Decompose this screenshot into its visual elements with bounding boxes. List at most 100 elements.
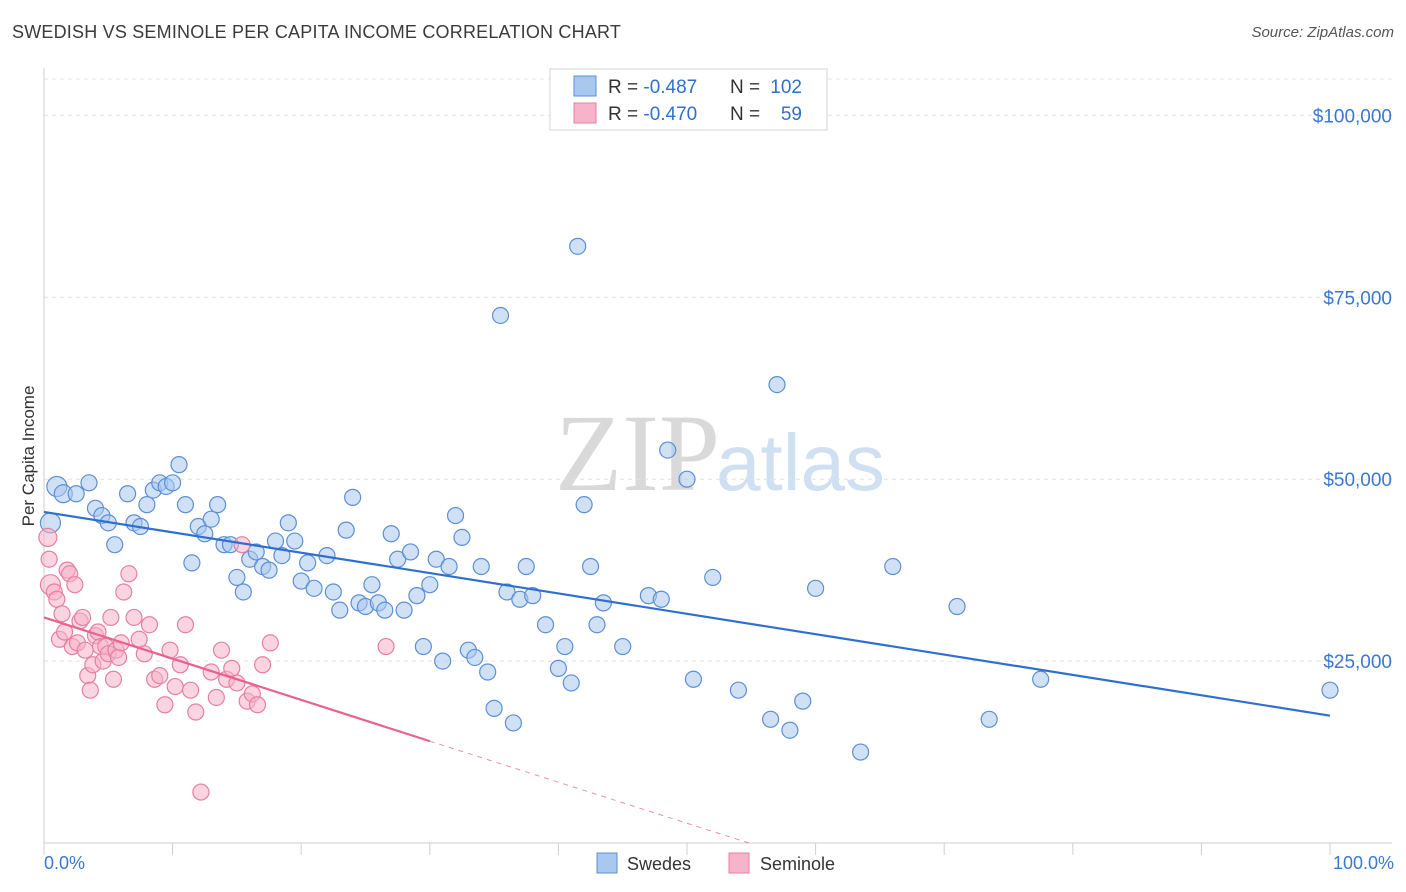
swedes-point bbox=[581, 557, 600, 576]
seminole-point bbox=[102, 608, 120, 627]
y-tick-label: $75,000 bbox=[1323, 288, 1392, 309]
seminole-point bbox=[125, 608, 143, 627]
seminole-point bbox=[212, 641, 231, 659]
svg-text:N =: N = bbox=[730, 77, 760, 98]
svg-text:N =: N = bbox=[730, 104, 760, 125]
seminole-point bbox=[104, 670, 123, 688]
bottom-swatch-seminole bbox=[728, 852, 750, 874]
y-tick-labels: $25,000 $50,000 $75,000 $100,000 bbox=[1313, 106, 1392, 673]
swedes-point bbox=[247, 543, 265, 561]
seminole-point bbox=[223, 659, 241, 677]
swedes-point bbox=[408, 587, 426, 605]
seminole-point bbox=[192, 783, 210, 801]
swedes-point bbox=[234, 583, 252, 601]
swedes-point bbox=[768, 376, 786, 394]
swedes-point bbox=[279, 514, 297, 532]
watermark-atlas: atlas bbox=[716, 418, 885, 507]
legend-swatch-swedes bbox=[573, 75, 597, 97]
swedes-point bbox=[569, 237, 587, 255]
swedes-point bbox=[67, 485, 85, 503]
swedes-point bbox=[414, 637, 432, 656]
swedes-point bbox=[575, 496, 593, 514]
chart-title: SWEDISH VS SEMINOLE PER CAPITA INCOME CO… bbox=[12, 22, 622, 42]
swedes-point bbox=[228, 568, 246, 587]
watermark-zip: ZIP bbox=[555, 392, 720, 514]
axes bbox=[43, 68, 1392, 855]
swedes-point bbox=[324, 583, 342, 601]
legend-n-value-swedes: 102 bbox=[770, 77, 802, 98]
swedes-point bbox=[549, 659, 568, 677]
seminole-point bbox=[53, 605, 71, 623]
seminole-point bbox=[182, 681, 200, 699]
swedes-point bbox=[427, 550, 445, 568]
seminole-point bbox=[48, 590, 66, 608]
swedes-point bbox=[852, 743, 870, 761]
swedes-point bbox=[485, 699, 503, 717]
swedes-point bbox=[1032, 670, 1050, 688]
swedes-point bbox=[453, 528, 471, 547]
seminole-point bbox=[120, 565, 138, 583]
legend-n-value-seminole: 59 bbox=[781, 104, 802, 125]
swedes-point bbox=[504, 714, 522, 732]
swedes-point bbox=[202, 510, 220, 528]
legend-r-value-seminole: -0.470 bbox=[643, 104, 697, 125]
swedes-point bbox=[652, 590, 670, 608]
swedes-point bbox=[498, 583, 516, 601]
seminole-point bbox=[254, 656, 272, 674]
bottom-legend-swedes: Swedes bbox=[627, 854, 691, 874]
seminole-point bbox=[187, 703, 205, 721]
swedes-points bbox=[39, 237, 1339, 761]
seminole-point bbox=[40, 550, 58, 568]
swedes-point bbox=[118, 485, 137, 503]
seminole-point bbox=[248, 696, 267, 714]
swedes-point bbox=[761, 710, 780, 728]
correlation-legend: R = -0.487 N = 102 R = -0.470 N = 59 bbox=[549, 68, 828, 131]
swedes-point bbox=[980, 710, 998, 728]
swedes-point bbox=[421, 576, 439, 594]
x-tick-label-right: 100.0% bbox=[1333, 853, 1394, 873]
seminole-point bbox=[207, 688, 225, 707]
seminole-point bbox=[115, 583, 133, 601]
swedes-point bbox=[517, 557, 535, 576]
legend-n-label: N = bbox=[730, 104, 760, 125]
swedes-point bbox=[479, 663, 497, 681]
swedes-point bbox=[704, 568, 722, 587]
swedes-point bbox=[260, 561, 278, 579]
bottom-legend-seminole: Seminole bbox=[760, 854, 835, 874]
swedes-point bbox=[1321, 681, 1339, 699]
swedes-point bbox=[337, 521, 355, 539]
swedes-point bbox=[781, 721, 799, 739]
legend-n-label: N = bbox=[730, 77, 760, 98]
swedes-point bbox=[401, 543, 420, 561]
svg-text:R = -0.470: R = -0.470 bbox=[608, 104, 697, 125]
seminole-point bbox=[38, 527, 58, 548]
swedes-point bbox=[562, 674, 580, 692]
seminole-point bbox=[109, 648, 128, 667]
bottom-swatch-swedes bbox=[596, 852, 618, 874]
y-tick-label: $50,000 bbox=[1323, 470, 1392, 491]
swedes-point bbox=[884, 557, 902, 576]
y-axis-label: Per Capita Income bbox=[19, 386, 38, 527]
swedes-point bbox=[794, 692, 812, 710]
swedes-point bbox=[524, 587, 542, 605]
swedes-point bbox=[472, 557, 490, 576]
seminole-trend-line bbox=[43, 616, 431, 743]
swedes-point bbox=[286, 532, 304, 550]
swedes-point bbox=[588, 616, 606, 634]
swedes-point bbox=[678, 470, 696, 488]
seminole-point bbox=[156, 696, 174, 714]
y-tick-label: $25,000 bbox=[1323, 652, 1392, 673]
seminole-point bbox=[151, 667, 169, 685]
series-legend: Swedes Seminole bbox=[596, 852, 835, 874]
svg-text:R = -0.487: R = -0.487 bbox=[608, 77, 697, 98]
seminole-point bbox=[66, 576, 84, 594]
seminole-points bbox=[38, 527, 395, 801]
swedes-point bbox=[376, 601, 394, 619]
seminole-point bbox=[130, 630, 148, 648]
swedes-point bbox=[684, 670, 703, 688]
seminole-point bbox=[176, 616, 195, 634]
seminole-point bbox=[377, 637, 395, 656]
swedes-point bbox=[594, 594, 613, 612]
source-label: Source: ZipAtlas.com bbox=[1251, 24, 1394, 41]
